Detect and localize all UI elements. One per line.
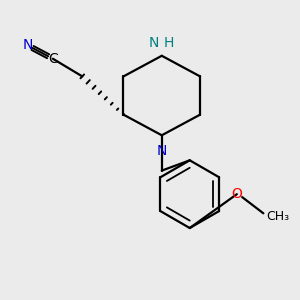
Text: C: C [48,52,58,66]
Text: O: O [231,187,242,201]
Text: N: N [157,143,167,158]
Text: H: H [163,37,174,50]
Text: N: N [22,38,33,52]
Text: CH₃: CH₃ [266,210,289,223]
Text: N: N [148,37,159,50]
